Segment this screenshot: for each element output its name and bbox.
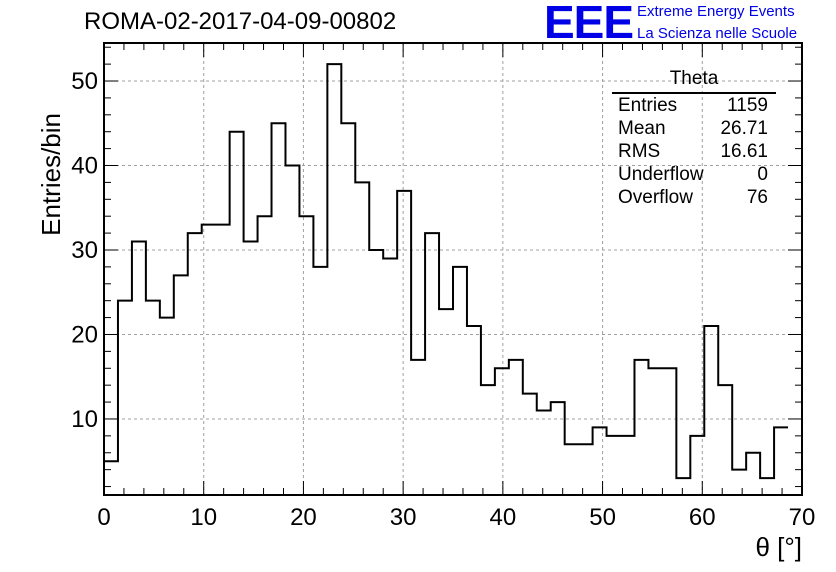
x-axis-label: θ [°]: [755, 532, 802, 562]
histogram-bin: [313, 267, 327, 495]
histogram-bin: [523, 394, 537, 495]
histogram-bin: [132, 242, 146, 495]
stats-value: 76: [746, 187, 768, 208]
histogram-bin: [648, 368, 662, 495]
stats-value: 1159: [727, 95, 768, 116]
histogram-bin: [579, 444, 593, 495]
histogram-bin: [621, 436, 635, 495]
histogram-bin: [704, 326, 718, 495]
stats-label: Mean: [618, 118, 666, 139]
histogram-bin: [160, 318, 174, 495]
histogram-bin: [327, 64, 341, 495]
tick-labels: 0 10 20 30 40 50 60 70 10 20 30 40 50: [71, 68, 815, 531]
histogram-bin: [607, 436, 621, 495]
histogram-bin: [509, 360, 523, 495]
histogram-bin: [104, 461, 118, 495]
stats-row-entries: Entries 1159: [612, 94, 776, 117]
histogram-bin: [662, 368, 676, 495]
plot-frame: [103, 42, 803, 496]
histogram-bin: [774, 427, 788, 495]
logo-mark: EEE: [544, 0, 634, 48]
stats-label: Underflow: [618, 164, 704, 185]
x-tick-label: 20: [290, 504, 317, 531]
stats-box: Theta Entries 1159 Mean 26.71 RMS 16.61 …: [612, 68, 776, 209]
x-tick-label: 40: [490, 504, 517, 531]
x-tick-label: 0: [97, 504, 110, 531]
histogram-bin: [188, 233, 202, 495]
y-tick-label: 10: [71, 406, 98, 433]
histogram-bin: [146, 301, 160, 495]
y-axis-label: Entries/bin: [36, 113, 66, 236]
stats-row-rms: RMS 16.61: [612, 140, 776, 163]
histogram-bin: [537, 411, 551, 495]
histogram-bin: [425, 233, 439, 495]
histogram-bin: [732, 470, 746, 495]
x-tick-label: 70: [789, 504, 816, 531]
stats-value: 0: [757, 164, 768, 185]
stats-title: Theta: [612, 68, 776, 94]
histogram-bin: [565, 444, 579, 495]
stats-label: Overflow: [618, 187, 693, 208]
histogram-bin: [174, 275, 188, 495]
stats-label: Entries: [618, 95, 678, 116]
histogram-series: [103, 63, 789, 495]
x-tick-label: 50: [589, 504, 616, 531]
histogram-bin: [383, 258, 397, 495]
histogram-bin: [397, 191, 411, 495]
histogram-bin: [272, 123, 286, 495]
y-tick-label: 40: [71, 153, 98, 180]
histogram-bin: [634, 360, 648, 495]
y-tick-label: 50: [71, 68, 98, 95]
histogram-bin: [230, 132, 244, 495]
histogram-bin: [467, 326, 481, 495]
logo-tagline-2: La Scienza nelle Scuole: [637, 25, 798, 42]
histogram-bin: [453, 267, 467, 495]
histogram-bin: [439, 309, 453, 495]
histogram-bin: [258, 216, 272, 495]
y-tick-label: 30: [71, 237, 98, 264]
x-tick-label: 30: [390, 504, 417, 531]
histogram-bin: [285, 166, 299, 495]
x-tick-label: 10: [190, 504, 217, 531]
histogram-bin: [551, 402, 565, 495]
histogram-bin: [355, 182, 369, 495]
x-tick-label: 60: [689, 504, 716, 531]
histogram-bin: [244, 242, 258, 495]
stats-value: 16.61: [720, 141, 768, 162]
stats-row-underflow: Underflow 0: [612, 163, 776, 186]
histogram-bin: [481, 385, 495, 495]
histogram-bin: [746, 453, 760, 495]
grid-lines: [104, 43, 802, 495]
histogram-bin: [676, 478, 690, 495]
histogram-bin: [495, 368, 509, 495]
eee-logo: EEE Extreme Energy Events La Scienza nel…: [544, 0, 834, 48]
stats-row-overflow: Overflow 76: [612, 186, 776, 209]
histogram-bin: [718, 385, 732, 495]
histogram-bin: [341, 123, 355, 495]
logo-tagline-1: Extreme Energy Events: [637, 3, 795, 20]
stats-label: RMS: [618, 141, 661, 162]
stats-value: 26.71: [720, 118, 768, 139]
histogram-bin: [299, 216, 313, 495]
y-tick-label: 20: [71, 321, 98, 348]
histogram-bin: [118, 301, 132, 495]
histogram-bin: [411, 360, 425, 495]
stats-row-mean: Mean 26.71: [612, 117, 776, 140]
histogram-outline: [103, 63, 789, 495]
histogram-bin: [593, 427, 607, 495]
chart-title: ROMA-02-2017-04-09-00802: [84, 8, 397, 35]
histogram-bin: [369, 250, 383, 495]
histogram-bin: [216, 225, 230, 495]
